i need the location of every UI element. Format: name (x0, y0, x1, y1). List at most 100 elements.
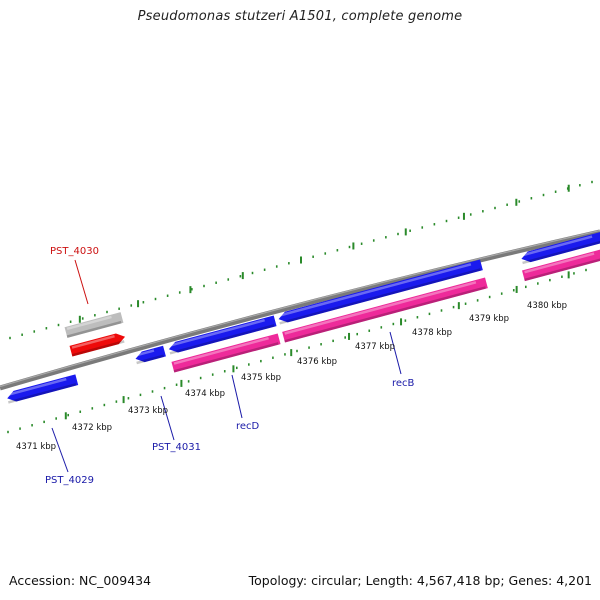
gene-pst4031-arrow[interactable] (134, 345, 166, 365)
gene-label-pst_4030[interactable]: PST_4030 (50, 246, 99, 257)
upper-minor-tick (21, 333, 23, 336)
next-gene-arrow[interactable] (520, 231, 600, 265)
upper-minor-tick (457, 216, 460, 219)
upper-minor-tick (118, 307, 120, 310)
lower-minor-tick (19, 427, 21, 430)
lower-minor-tick (103, 403, 106, 407)
kbp-label-layer: 4371 kbp 4372 kbp 4373 kbp 4374 kbp 4375 kbp… (16, 301, 567, 452)
gene-pst4029-arrow[interactable] (6, 374, 79, 404)
gene-label-recb[interactable]: recB (392, 378, 415, 389)
upper-minor-tick (494, 206, 496, 210)
recD-cds-bar[interactable] (171, 333, 281, 373)
next-gene-cds-bar-shade (524, 257, 600, 282)
feature-layer (6, 231, 600, 404)
upper-major-tick (352, 242, 355, 250)
lower-major-tick (515, 285, 518, 293)
lower-minor-tick (79, 410, 82, 413)
lower-minor-tick (320, 343, 322, 346)
lower-minor-tick (573, 272, 575, 275)
upper-minor-tick (94, 314, 96, 317)
pseudogene-pst4030-cds-arrow-shine (71, 334, 115, 349)
next-gene-arrow-body (521, 231, 600, 263)
lower-major-tick (64, 412, 67, 420)
upper-minor-tick (372, 239, 375, 242)
gene-recD-arrow-shade (169, 324, 275, 355)
lower-minor-tick (332, 339, 334, 343)
gene-recB-arrow-shade (279, 268, 481, 325)
recB-cds-bar-shine (284, 281, 477, 335)
pseudogene-pst4030-bar-body (64, 312, 124, 338)
next-gene-cds-bar-body (522, 248, 600, 282)
upper-minor-tick (433, 223, 436, 226)
lower-minor-tick (440, 309, 443, 312)
lower-minor-tick (272, 356, 274, 359)
gene-pst4029-arrow-shine (7, 377, 67, 396)
lower-minor-tick (537, 282, 539, 285)
gene-recD-arrow[interactable] (167, 315, 277, 355)
upper-minor-tick (445, 219, 448, 223)
upper-minor-tick (421, 226, 424, 229)
leader-line-1 (51, 427, 69, 473)
upper-tick-row (9, 180, 593, 340)
gene-recB-arrow-body (278, 259, 483, 323)
gene-label-pst_4029[interactable]: PST_4029 (45, 475, 94, 486)
pseudogene-pst4030-bar[interactable] (64, 312, 124, 338)
upper-minor-tick (275, 265, 278, 268)
lower-minor-tick (368, 329, 371, 332)
upper-minor-tick (130, 304, 133, 307)
upper-minor-tick (530, 197, 533, 200)
kbp-label: 4374 kbp (185, 389, 225, 399)
lower-minor-tick (199, 376, 202, 380)
upper-minor-tick (397, 232, 399, 236)
lower-minor-tick (115, 400, 118, 403)
upper-major-tick (189, 286, 192, 294)
kbp-label: 4371 kbp (16, 442, 56, 452)
recD-cds-bar-shine (173, 337, 269, 365)
kbp-label: 4377 kbp (355, 342, 395, 352)
upper-minor-tick (348, 245, 351, 249)
next-gene-arrow-shade (522, 240, 600, 265)
upper-major-tick (404, 228, 407, 236)
lower-minor-tick (549, 278, 551, 282)
lower-minor-tick (452, 305, 455, 309)
recB-cds-bar[interactable] (282, 277, 488, 343)
upper-minor-tick (360, 242, 363, 245)
recD-cds-bar-body (171, 333, 281, 373)
upper-minor-tick (203, 284, 205, 288)
upper-minor-tick (106, 310, 108, 314)
lower-minor-tick (175, 383, 178, 386)
gene-recB-arrow-shine (279, 263, 472, 317)
lower-minor-tick (416, 316, 419, 319)
upper-major-tick (567, 184, 570, 192)
pseudogene-pst4030-cds-arrow[interactable] (69, 331, 127, 357)
pseudogene-pst4030-cds-arrow-body (69, 333, 126, 357)
upper-minor-tick (9, 336, 11, 340)
upper-minor-tick (251, 271, 254, 275)
gene-recB-arrow[interactable] (277, 259, 483, 325)
kbp-label: 4380 kbp (527, 301, 567, 311)
upper-minor-tick (336, 249, 339, 252)
leader-line-3 (231, 374, 243, 419)
lower-minor-tick (500, 292, 503, 295)
lower-minor-tick (561, 275, 563, 278)
upper-major-tick (515, 198, 518, 206)
pseudogene-pst4030-cds-arrow-shade (71, 340, 125, 357)
gene-label-recd[interactable]: recD (236, 421, 260, 432)
leader-line-0 (74, 259, 89, 305)
lower-minor-tick (127, 397, 130, 400)
lower-minor-tick (151, 390, 154, 393)
kbp-label: 4378 kbp (412, 328, 452, 338)
upper-major-tick (241, 272, 244, 280)
recB-cds-bar-shade (284, 286, 486, 343)
upper-minor-tick (518, 200, 521, 203)
gene-label-layer: PST_4030 PST_4029 PST_4031 recD recB (45, 246, 415, 486)
next-gene-cds-bar[interactable] (522, 248, 600, 282)
genome-backbone-highlight (0, 229, 600, 388)
gene-label-pst_4031[interactable]: PST_4031 (152, 442, 201, 453)
lower-minor-tick (284, 353, 286, 356)
upper-minor-tick (506, 203, 508, 206)
upper-minor-tick (154, 297, 157, 301)
kbp-label: 4372 kbp (72, 423, 112, 433)
upper-minor-tick (57, 323, 60, 327)
genome-summary: Topology: circular; Length: 4,567,418 bp… (248, 573, 592, 588)
